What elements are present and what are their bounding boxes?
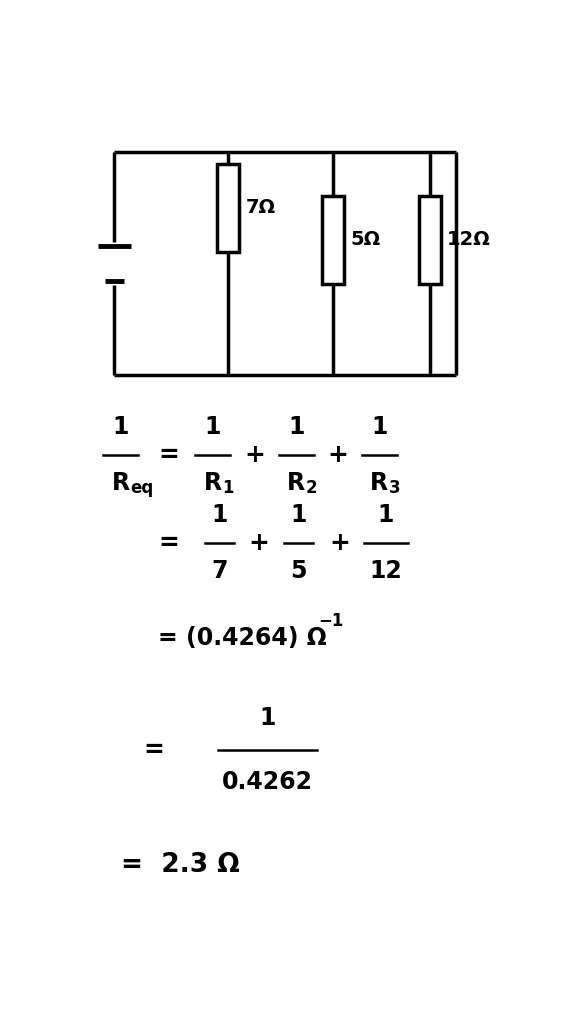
Text: +: + [329, 531, 350, 555]
Text: = (0.4264) Ω: = (0.4264) Ω [158, 626, 327, 650]
Text: 5Ω: 5Ω [351, 230, 381, 249]
Text: 1: 1 [288, 415, 305, 439]
Text: eq: eq [131, 479, 154, 497]
Text: 1: 1 [113, 415, 129, 439]
Text: =: = [159, 531, 180, 555]
Text: 7: 7 [211, 559, 228, 583]
Text: 1: 1 [205, 415, 221, 439]
Text: 1: 1 [223, 479, 234, 497]
Text: +: + [244, 443, 265, 467]
Bar [419, 196, 441, 284]
Text: 1: 1 [371, 415, 388, 439]
Text: 12Ω: 12Ω [447, 230, 491, 249]
Text: R: R [370, 471, 388, 495]
Text: 3: 3 [389, 479, 401, 497]
Bar [218, 165, 239, 252]
Text: 1: 1 [211, 503, 228, 527]
Text: 1: 1 [378, 503, 394, 527]
Text: R: R [287, 471, 305, 495]
Text: +: + [327, 443, 348, 467]
Text: =: = [159, 443, 180, 467]
Bar [323, 196, 344, 284]
Text: 2: 2 [306, 479, 318, 497]
Text: R: R [112, 471, 130, 495]
Text: +: + [249, 531, 270, 555]
Text: =: = [144, 738, 164, 762]
Text: 12: 12 [370, 559, 402, 583]
Text: R: R [204, 471, 222, 495]
Text: −1: −1 [318, 612, 344, 629]
Text: 5: 5 [290, 559, 307, 583]
Text: 1: 1 [290, 503, 306, 527]
Text: 1: 1 [259, 706, 276, 730]
Text: =  2.3 Ω: = 2.3 Ω [121, 853, 240, 879]
Text: 0.4262: 0.4262 [222, 770, 313, 794]
Text: 7Ω: 7Ω [246, 199, 276, 217]
